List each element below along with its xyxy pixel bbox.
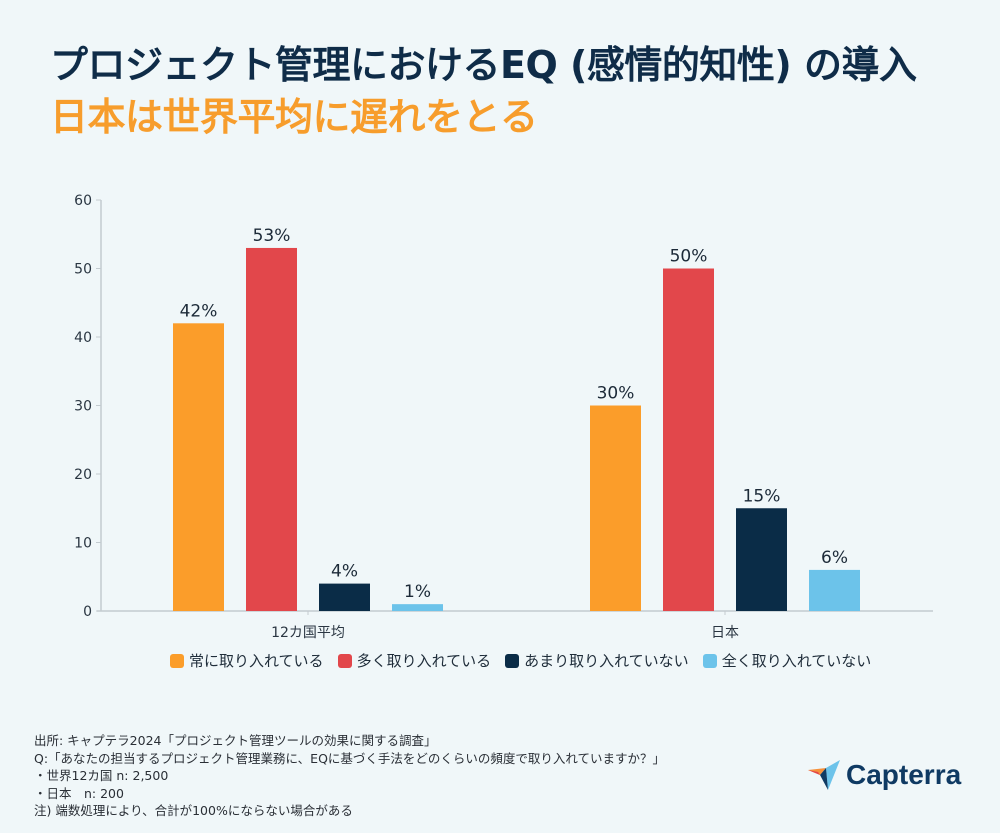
legend-label: 常に取り入れている: [189, 652, 324, 670]
legend-item: 全く取り入れていない: [702, 650, 872, 671]
source-footnote: 出所: キャプテラ2024「プロジェクト管理ツールの効果に関する調査」 Q:「あ…: [34, 732, 665, 820]
bar: [319, 583, 370, 611]
legend-label: 全く取り入れていない: [721, 652, 872, 670]
capterra-arrow-icon: [808, 760, 840, 790]
capterra-logo-text: Capterra: [846, 759, 962, 790]
y-tick-label: 0: [83, 604, 92, 620]
bar-value-label: 30%: [597, 384, 635, 404]
y-tick-label: 50: [74, 262, 92, 278]
legend-item: 常に取り入れている: [170, 650, 324, 671]
y-tick-label: 10: [74, 536, 92, 552]
bar-value-label: 42%: [180, 301, 218, 321]
legend-swatch-always: [170, 653, 184, 668]
legend-item: 多く取り入れている: [337, 650, 492, 671]
bar-value-label: 15%: [743, 486, 781, 506]
footnote-sample-japan: ・日本 n: 200: [34, 785, 124, 801]
bar-value-label: 6%: [821, 548, 848, 568]
bar: [809, 569, 860, 611]
footnote-note: 注) 端数処理により、合計が100%にならない場合がある: [34, 803, 353, 818]
y-tick-label: 40: [74, 330, 92, 346]
bar: [246, 247, 297, 611]
footnote-sample-world: ・世界12カ国 n: 2,500: [34, 768, 169, 783]
capterra-logo: Capterra: [806, 758, 961, 792]
bar: [736, 508, 787, 611]
legend-item: あまり取り入れていない: [505, 650, 689, 671]
bar-value-label: 50%: [670, 247, 708, 267]
bar-value-label: 53%: [253, 226, 291, 246]
footnote-source: 出所: キャプテラ2024「プロジェクト管理ツールの効果に関する調査」: [34, 733, 437, 748]
y-tick-label: 30: [74, 399, 92, 415]
legend-swatch-often: [337, 653, 352, 668]
legend: 常に取り入れている 多く取り入れている あまり取り入れていない 全く取り入れてい…: [170, 650, 871, 671]
bar: [590, 405, 641, 611]
chart-subtitle: 日本は世界平均に遅れをとる: [50, 95, 538, 139]
bar: [663, 268, 714, 611]
bar: [392, 604, 443, 611]
footnote-question: Q:「あなたの担当するプロジェクト管理業務に、EQに基づく手法をどのくらいの頻度…: [34, 750, 666, 766]
y-tick-label: 60: [74, 193, 92, 209]
bar: [173, 323, 224, 611]
x-category-label: 12カ国平均: [271, 625, 345, 640]
bar-chart: 0 10 20 30 40 50 60 12カ国平均 42% 53% 4% 1% 日本 30% 50% 15%…: [74, 193, 933, 640]
bar-value-label: 1%: [404, 582, 431, 602]
legend-swatch-rarely: [505, 653, 520, 668]
legend-swatch-never: [702, 653, 717, 668]
chart-title: プロジェクト管理におけるEQ (感情的知性) の導入: [50, 43, 917, 87]
legend-label: 多く取り入れている: [356, 652, 492, 670]
legend-label: あまり取り入れていない: [524, 652, 689, 670]
bar-value-label: 4%: [331, 562, 358, 582]
y-tick-label: 20: [74, 467, 92, 483]
x-category-label: 日本: [711, 625, 739, 640]
